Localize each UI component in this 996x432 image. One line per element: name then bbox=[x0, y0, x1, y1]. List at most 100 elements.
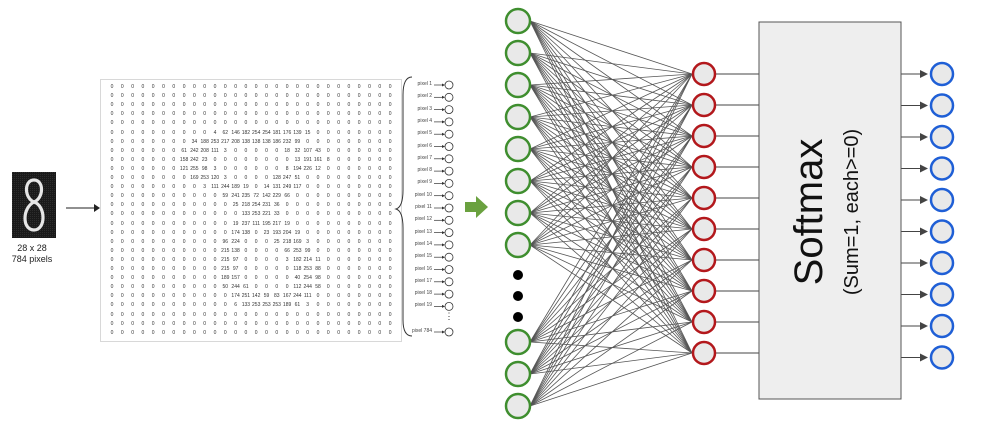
hidden-node bbox=[691, 92, 717, 118]
grid-cell: 0 bbox=[337, 320, 340, 327]
grid-cell: 0 bbox=[244, 120, 248, 127]
grid-cell: 0 bbox=[275, 165, 279, 172]
pixel-arrow-head bbox=[442, 120, 445, 124]
output-node bbox=[929, 250, 955, 276]
grid-cell: 0 bbox=[326, 120, 330, 127]
grid-cell: 0 bbox=[347, 165, 351, 172]
grid-cell: 253 bbox=[252, 211, 261, 218]
grid-cell: 0 bbox=[254, 238, 258, 245]
grid-cell: 0 bbox=[337, 129, 340, 136]
grid-cell: 0 bbox=[182, 266, 186, 272]
grid-cell: 0 bbox=[234, 93, 237, 100]
output-node bbox=[929, 187, 955, 213]
grid-cell: 0 bbox=[285, 329, 289, 336]
pixel-arrow-head bbox=[442, 83, 445, 87]
grid-cell: 195 bbox=[262, 220, 271, 227]
grid-row: 0 0 0 0 0 0 0 0 0 0 0 0 6 133 253 253 253 189 61 3 0 0 0 0 0 0 0 0 bbox=[107, 301, 397, 310]
grid-cell: 3 bbox=[223, 147, 227, 154]
grid-cell: 0 bbox=[141, 311, 145, 318]
connection-edge bbox=[529, 52, 693, 168]
grid-cell: 0 bbox=[223, 165, 227, 172]
output-node bbox=[929, 156, 955, 181]
grid-cell: 0 bbox=[120, 302, 124, 309]
connection-edge bbox=[529, 73, 693, 182]
grid-cell: 0 bbox=[151, 275, 155, 282]
grid-cell: 0 bbox=[388, 156, 392, 163]
grid-cell: 215 bbox=[221, 266, 230, 272]
grid-cell: 62 bbox=[222, 129, 229, 136]
grid-cell: 3 bbox=[213, 165, 217, 172]
pixel-node bbox=[444, 178, 454, 188]
grid-cell: 0 bbox=[347, 211, 351, 218]
grid-cell: 0 bbox=[388, 93, 392, 100]
grid-cell: 0 bbox=[141, 247, 145, 254]
grid-cell: 0 bbox=[285, 311, 289, 318]
hidden-node bbox=[691, 123, 717, 149]
grid-cell: 0 bbox=[337, 193, 340, 200]
grid-cell: 0 bbox=[172, 102, 176, 109]
grid-cell: 0 bbox=[306, 184, 310, 191]
grid-cell: 0 bbox=[182, 129, 186, 136]
grid-cell: 111 bbox=[303, 293, 312, 300]
grid-cell: 0 bbox=[141, 84, 145, 90]
grid-cell: 0 bbox=[357, 220, 361, 227]
grid-cell: 0 bbox=[151, 165, 155, 172]
grid-cell: 0 bbox=[172, 211, 176, 218]
grid-cell: 0 bbox=[120, 320, 124, 327]
grid-cell: 0 bbox=[347, 111, 351, 118]
pixel-arrow-head bbox=[442, 255, 445, 259]
grid-cell: 0 bbox=[182, 202, 186, 209]
grid-cell: 0 bbox=[357, 193, 361, 200]
grid-cell: 0 bbox=[316, 193, 320, 200]
connection-edge bbox=[529, 73, 693, 343]
pixel-node bbox=[444, 240, 454, 250]
grid-cell: 0 bbox=[131, 138, 134, 145]
connection-edge bbox=[529, 341, 693, 354]
grid-cell: 0 bbox=[151, 202, 155, 209]
grid-cell: 0 bbox=[388, 120, 392, 127]
connection-edge bbox=[529, 290, 693, 407]
grid-cell: 254 bbox=[252, 202, 261, 209]
grid-cell: 0 bbox=[193, 302, 196, 309]
grid-cell: 0 bbox=[141, 102, 145, 109]
grid-cell: 0 bbox=[265, 275, 268, 282]
grid-cell: 88 bbox=[315, 266, 321, 272]
pixel-label: pixel 18 bbox=[414, 290, 432, 297]
grid-cell: 0 bbox=[368, 284, 371, 291]
connection-edge bbox=[529, 180, 693, 199]
grid-cell: 0 bbox=[193, 311, 196, 318]
grid-cell: 0 bbox=[316, 102, 320, 109]
grid-cell: 0 bbox=[131, 329, 134, 336]
grid-cell: 0 bbox=[285, 202, 289, 209]
grid-cell: 98 bbox=[315, 275, 321, 282]
grid-cell: 0 bbox=[182, 211, 186, 218]
grid-cell: 0 bbox=[378, 256, 382, 263]
output-arrow-head bbox=[920, 353, 928, 362]
grid-row: 0 0 0 0 0 0 0 0 0 0 0 215 97 0 0 0 0 0 118 253 88 0 0 0 0 0 0 0 bbox=[107, 265, 397, 274]
grid-cell: 0 bbox=[151, 120, 155, 127]
pixel-node bbox=[444, 80, 454, 90]
grid-cell: 218 bbox=[282, 238, 292, 245]
grid-cell: 97 bbox=[232, 256, 239, 263]
connection-edge bbox=[529, 116, 693, 230]
grid-cell: 0 bbox=[131, 256, 134, 263]
grid-cell: 0 bbox=[337, 256, 340, 263]
grid-cell: 98 bbox=[201, 165, 208, 172]
connection-edge bbox=[529, 73, 693, 375]
connection-edge bbox=[529, 73, 693, 407]
grid-cell: 0 bbox=[151, 138, 155, 145]
grid-cell: 0 bbox=[326, 266, 330, 272]
grid-cell: 0 bbox=[337, 329, 340, 336]
grid-cell: 0 bbox=[120, 165, 124, 172]
grid-cell: 0 bbox=[347, 266, 351, 272]
pixel-label: pixel 19 bbox=[414, 302, 432, 309]
pixel-ellipsis: ⋮ bbox=[445, 311, 454, 321]
grid-cell: 0 bbox=[326, 275, 330, 282]
connection-edge bbox=[529, 104, 693, 118]
grid-cell: 0 bbox=[326, 220, 330, 227]
grid-cell: 0 bbox=[357, 247, 361, 254]
grid-cell: 0 bbox=[368, 193, 371, 200]
pixel-arrow-head bbox=[442, 206, 445, 210]
